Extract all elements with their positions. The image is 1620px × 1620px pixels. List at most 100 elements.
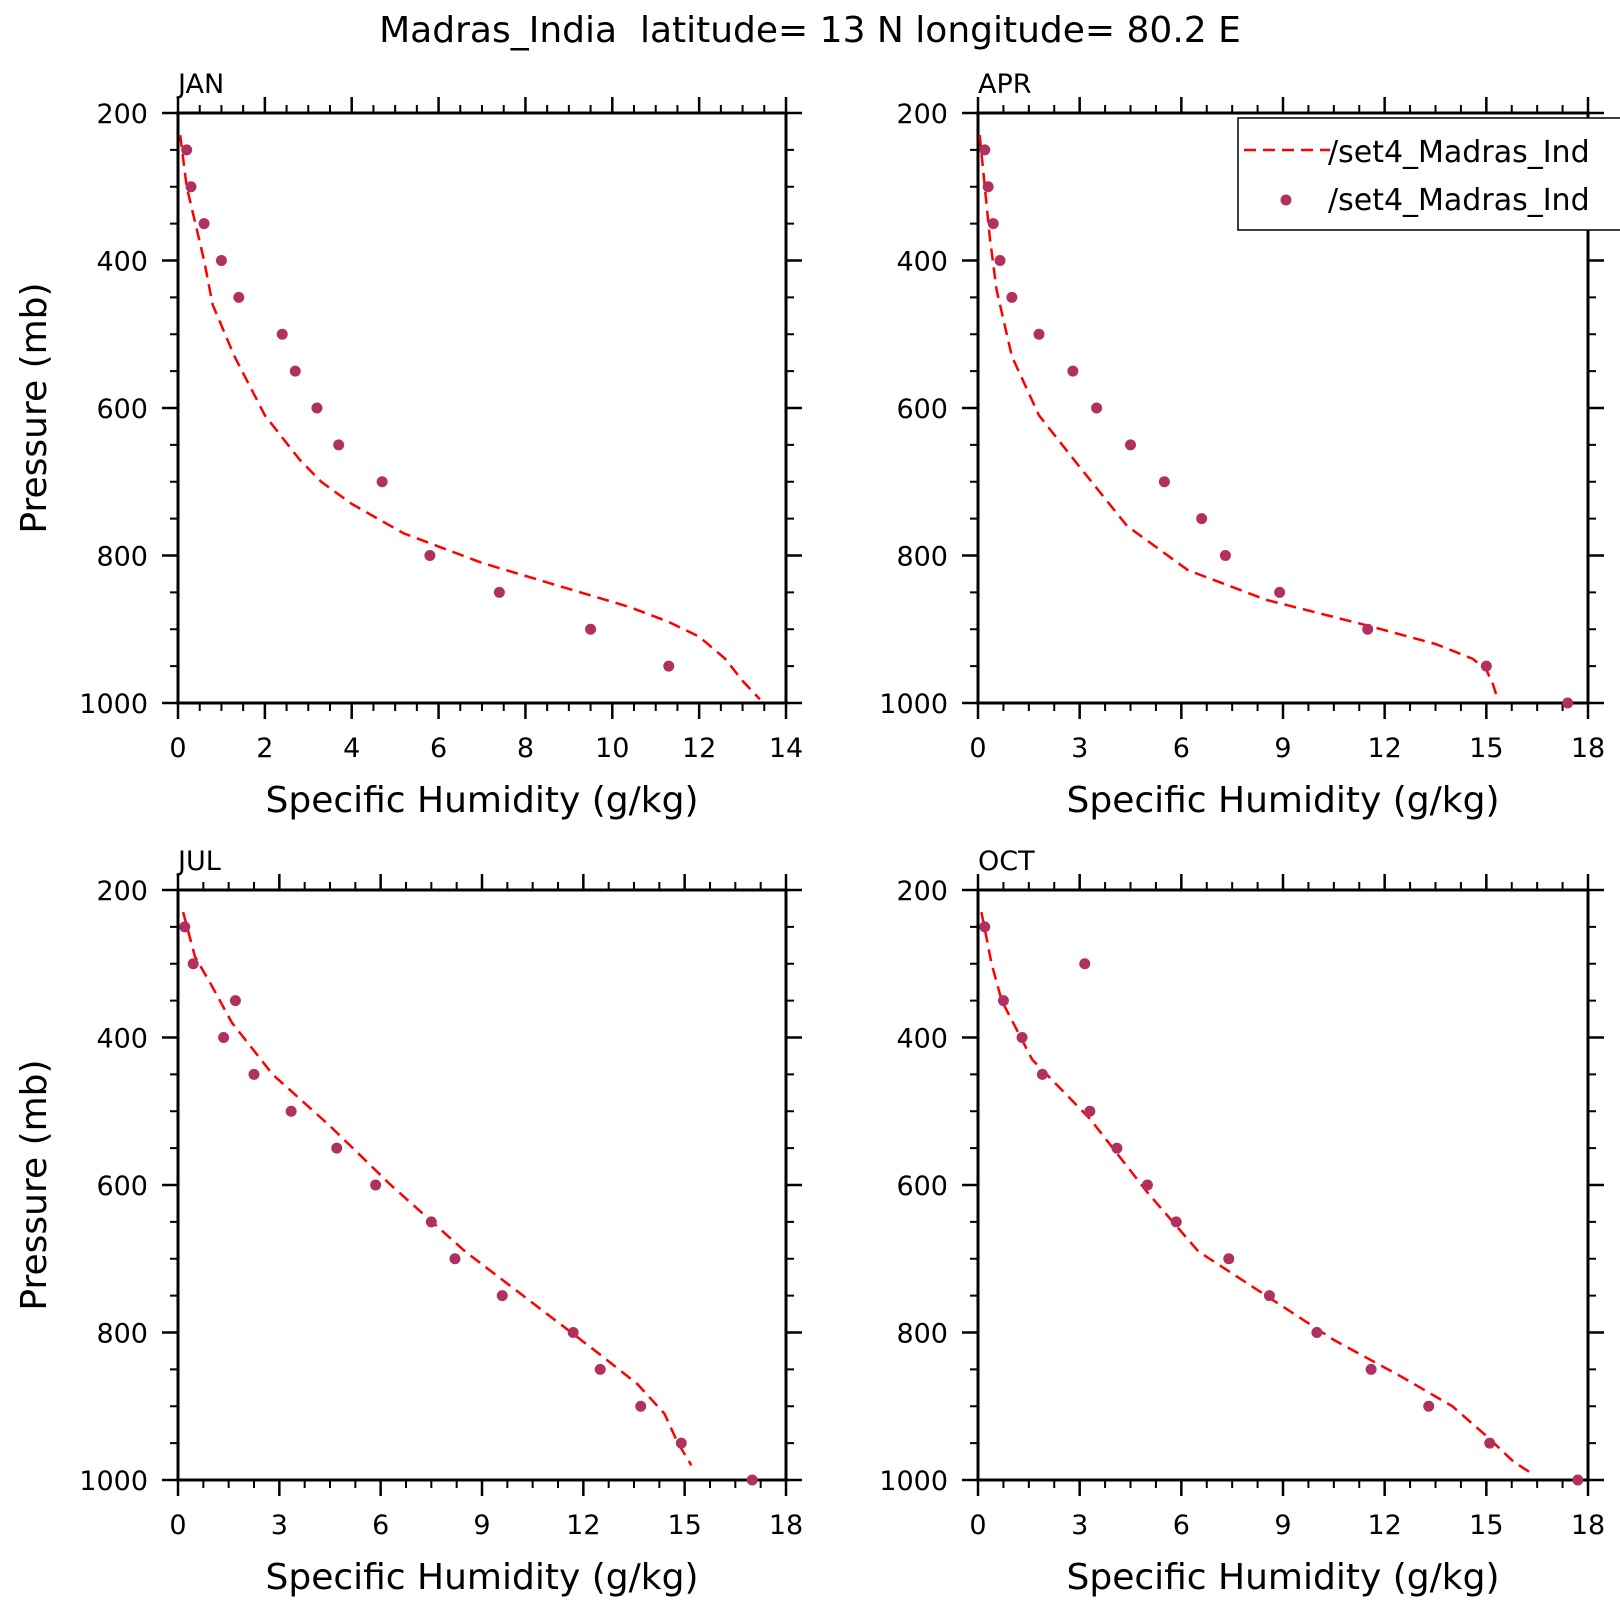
x-tick-label: 0 — [969, 733, 986, 764]
y-tick-label: 400 — [96, 1024, 148, 1055]
data-point — [1125, 439, 1136, 451]
y-tick-label: 600 — [96, 1171, 148, 1202]
y-tick-label: 400 — [896, 1024, 948, 1055]
x-tick-label: 12 — [1367, 733, 1401, 764]
data-point — [1170, 1216, 1182, 1228]
y-tick-label: 1000 — [879, 689, 948, 720]
y-tick-label: 200 — [896, 876, 948, 907]
data-point — [233, 291, 245, 303]
legend-box — [1237, 117, 1620, 231]
data-point — [997, 995, 1009, 1007]
data-point — [218, 1032, 230, 1043]
panel-label: JUL — [176, 846, 221, 877]
panel-label: OCT — [978, 846, 1035, 877]
data-point — [1079, 958, 1091, 970]
panel-label: JAN — [176, 69, 224, 100]
data-point — [1091, 402, 1103, 414]
data-point — [331, 1142, 343, 1154]
data-point — [370, 1179, 382, 1191]
data-point — [1016, 1032, 1028, 1043]
data-point — [187, 958, 199, 970]
x-tick-label: 3 — [1071, 733, 1088, 764]
data-point — [181, 144, 193, 156]
x-tick-label: 3 — [271, 1510, 288, 1541]
data-point — [1365, 1363, 1377, 1375]
data-point — [1311, 1327, 1323, 1338]
data-point — [424, 550, 436, 561]
x-tick-label: 18 — [1571, 733, 1605, 764]
x-axis-label: Specific Humidity (g/kg) — [1066, 780, 1499, 821]
data-point — [179, 921, 191, 933]
x-tick-label: 12 — [1367, 1510, 1401, 1541]
panel-jul: 0 3 6 9 12 15 18 200 400 600 800 1000 JUL Specific Hu… — [14, 846, 803, 1598]
data-point — [1362, 623, 1374, 635]
x-tick-label: 8 — [517, 733, 534, 764]
data-point — [248, 1068, 260, 1080]
data-point — [1484, 1437, 1496, 1449]
y-tick-label: 1000 — [79, 689, 148, 720]
x-tick-label: 14 — [769, 733, 803, 764]
data-point — [1263, 1290, 1275, 1302]
x-tick-label: 2 — [256, 733, 273, 764]
x-tick-label: 6 — [1173, 1510, 1190, 1541]
data-point — [982, 181, 994, 193]
legend: /set4_Madras_Ind /set4_Madras_Ind — [1237, 117, 1620, 231]
data-point — [376, 476, 388, 488]
panel-apr: 0 3 6 9 12 15 18 200 400 600 800 1000 APR Specific Hu… — [879, 69, 1605, 821]
x-tick-label: 0 — [169, 733, 186, 764]
plot-frame — [976, 888, 1590, 1482]
y-axis-label: Pressure (mb) — [14, 282, 55, 533]
data-point — [1423, 1400, 1435, 1412]
legend-dot-swatch — [1280, 194, 1292, 206]
data-point — [289, 365, 301, 377]
data-point — [311, 402, 323, 414]
data-point — [987, 218, 999, 230]
x-tick-label: 3 — [1071, 1510, 1088, 1541]
data-point — [1033, 328, 1045, 340]
data-point — [496, 1290, 508, 1302]
data-point — [1036, 1068, 1048, 1080]
data-point — [1572, 1474, 1584, 1486]
series-line — [178, 134, 761, 701]
y-tick-label: 400 — [896, 247, 948, 278]
data-point — [746, 1474, 758, 1486]
x-tick-label: 15 — [1469, 1510, 1503, 1541]
x-tick-label: 6 — [1173, 733, 1190, 764]
data-point — [1219, 550, 1231, 561]
data-point — [1084, 1105, 1096, 1117]
x-tick-label: 18 — [769, 1510, 803, 1541]
y-tick-label: 600 — [896, 394, 948, 425]
x-tick-label: 10 — [595, 733, 629, 764]
panel-oct: 0 3 6 9 12 15 18 200 400 600 800 1000 OCT Specific Hu… — [879, 846, 1605, 1598]
x-tick-label: 9 — [1274, 1510, 1291, 1541]
data-point — [585, 623, 597, 635]
data-point — [979, 921, 991, 933]
x-tick-label: 4 — [343, 733, 360, 764]
x-tick-label: 0 — [969, 1510, 986, 1541]
data-point — [215, 255, 227, 266]
data-point — [285, 1105, 297, 1117]
data-point — [994, 255, 1006, 266]
data-point — [594, 1363, 606, 1375]
panel-jan: 0 2 4 6 8 10 12 14 200 400 600 800 1000 JAN Specific H… — [14, 69, 803, 821]
y-tick-label: 800 — [896, 542, 948, 573]
plot-frame — [176, 888, 788, 1482]
panel-label: APR — [978, 69, 1032, 100]
data-point — [1196, 513, 1208, 525]
x-tick-label: 12 — [682, 733, 716, 764]
data-point — [1067, 365, 1079, 377]
y-tick-label: 600 — [96, 394, 148, 425]
x-axis-label: Specific Humidity (g/kg) — [265, 780, 698, 821]
x-tick-label: 9 — [473, 1510, 490, 1541]
x-axis-label: Specific Humidity (g/kg) — [265, 1557, 698, 1598]
data-point — [276, 328, 288, 340]
y-tick-label: 600 — [896, 1171, 948, 1202]
data-point — [1562, 697, 1574, 709]
data-point — [493, 586, 505, 598]
x-tick-label: 9 — [1274, 733, 1291, 764]
y-tick-label: 1000 — [79, 1466, 148, 1497]
x-tick-label: 6 — [372, 1510, 389, 1541]
data-point — [425, 1216, 437, 1228]
